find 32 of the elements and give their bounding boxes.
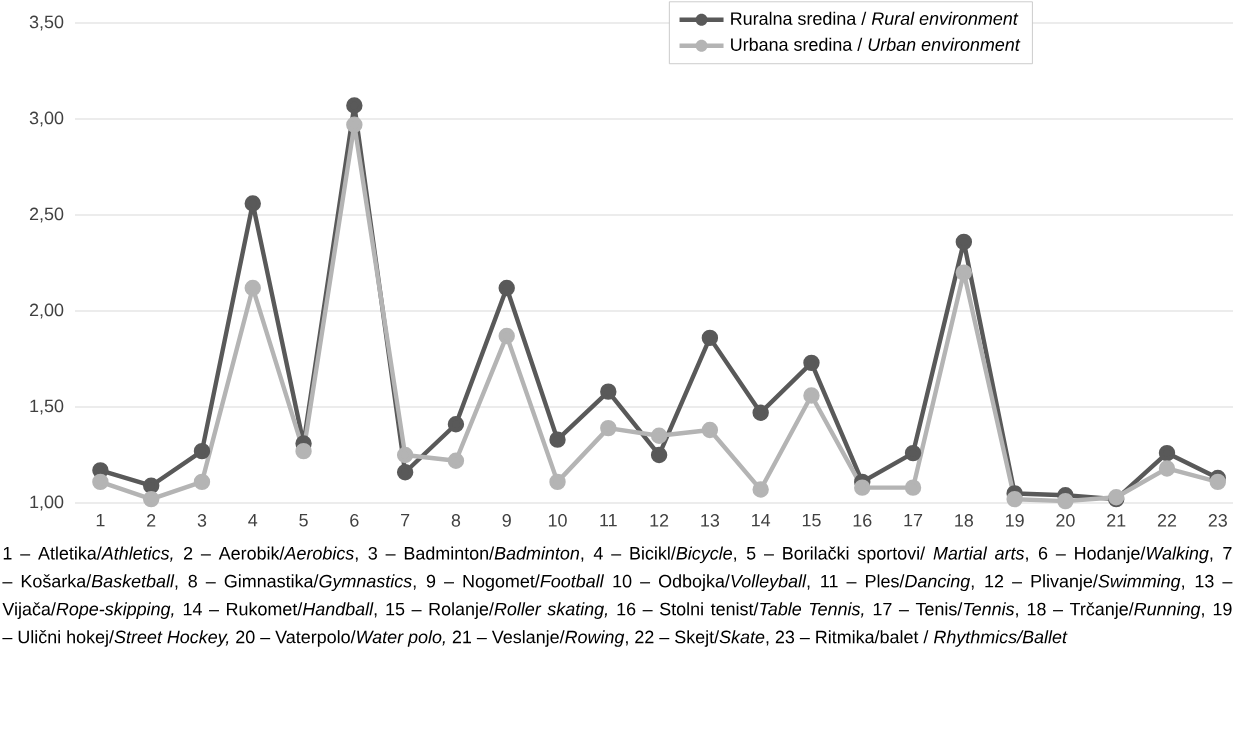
x-tick-label: 1 [96, 514, 105, 527]
x-tick-label: 2 [147, 514, 156, 527]
x-tick-label: 19 [1006, 514, 1024, 527]
text: 1 – Atletika/Athletics, 2 – Aerobik/Aerobics, 3 – Badminton/Badminton, 4 – Bicikl/Bicycle, 5 – Borilački sportovi/ Martial arts, 6 – Hodanje/Walking, 7 – Košarka/Basketball, 8 – Gimnastika/Gymnastics, 9 – Nogomet/Football 10 – Odbojka/Volleyball, 11 – Ples/Dancing, 12 – Plivanje/Swimming, 13 – Vijača/Rope-skipping, 14 – Rukomet/Handball, 15 – Rolanje/Roller skating, 16 – Stolni tenist/Table Tennis, 17 – Tenis/Tennis, 18 – Trčanje/Running, 19 – Ulični hokej/Street Hockey, 20 – Vaterpolo/Water polo, 21 – Veslanje/Rowing, 22 – Skejt/Skate, 23 – Ritmika/balet / Rhythmics/Ballet [2, 546, 1233, 647]
x-tick-label: 11 [600, 514, 617, 527]
x-tick-label: 17 [904, 514, 923, 527]
y-tick-label: 3,00 [29, 111, 64, 127]
x-tick-label: 15 [802, 514, 821, 527]
x-tick-label: 22 [1157, 514, 1177, 527]
x-tick-label: 16 [853, 514, 872, 527]
x-tick-label: 12 [650, 514, 669, 527]
x-tick-label: 3 [197, 514, 207, 527]
y-tick-label: 1,50 [30, 399, 64, 415]
x-tick-label: 10 [548, 514, 567, 527]
y-tick-label: 2,00 [29, 303, 64, 319]
legend-label: Ruralna sredina / Rural environment [731, 11, 1019, 25]
x-tick-label: 9 [502, 514, 511, 527]
x-tick-label: 20 [1056, 514, 1075, 527]
x-tick-label: 13 [701, 514, 720, 527]
x-tick-label: 23 [1208, 514, 1227, 527]
legend-label: Urbana sredina / Urban environment [731, 37, 1021, 51]
x-tick-label: 21 [1107, 514, 1126, 527]
x-tick-label: 5 [299, 514, 308, 527]
y-tick-label: 3,50 [29, 15, 64, 31]
x-tick-label: 4 [248, 514, 258, 527]
y-tick-label: 1,00 [30, 495, 64, 511]
x-tick-label: 7 [401, 514, 410, 527]
x-tick-label: 18 [955, 514, 974, 527]
x-tick-label: 14 [752, 514, 771, 527]
x-tick-label: 8 [451, 514, 461, 527]
x-tick-label: 6 [350, 514, 359, 527]
y-tick-label: 2,50 [29, 207, 64, 223]
